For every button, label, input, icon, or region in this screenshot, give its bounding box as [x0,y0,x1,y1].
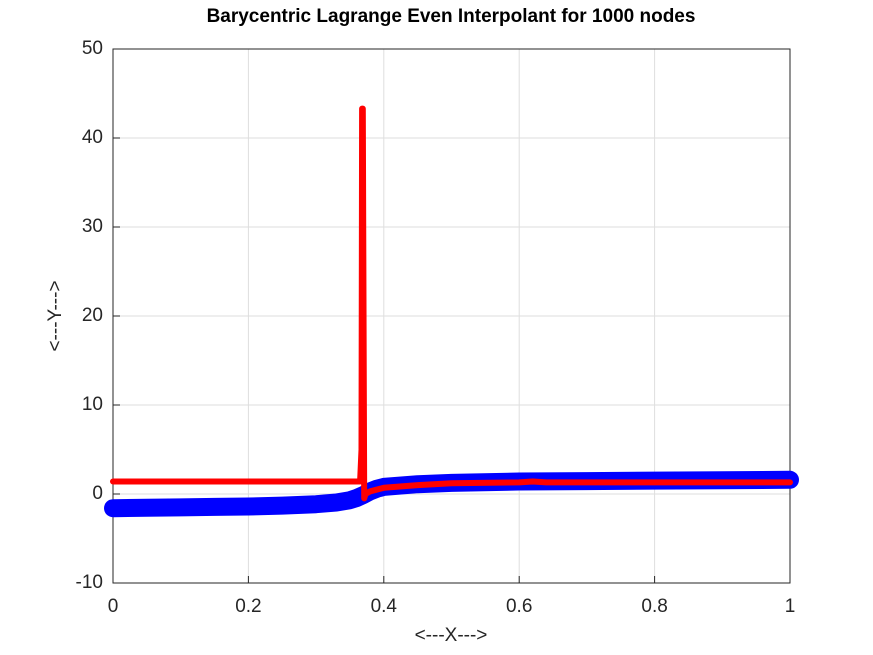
x-tick-label: 1 [785,596,796,617]
chart-title: Barycentric Lagrange Even Interpolant fo… [207,6,696,27]
y-tick-label: 40 [82,127,103,148]
x-tick-label: 0.6 [506,596,532,617]
x-tick-label: 0 [108,596,119,617]
y-tick-label: 0 [92,483,103,504]
y-tick-label: 50 [82,38,103,59]
y-tick-label: -10 [76,572,103,593]
y-tick-label: 10 [82,394,103,415]
x-tick-label: 0.2 [235,596,261,617]
x-tick-label: 0.8 [641,596,667,617]
y-axis-label: <---Y---> [45,280,66,351]
x-axis-label: <---X---> [415,625,488,646]
plot-frame [112,48,791,584]
y-tick-label: 30 [82,216,103,237]
y-tick-label: 20 [82,305,103,326]
data-line [110,105,793,502]
x-tick-label: 0.4 [371,596,398,617]
